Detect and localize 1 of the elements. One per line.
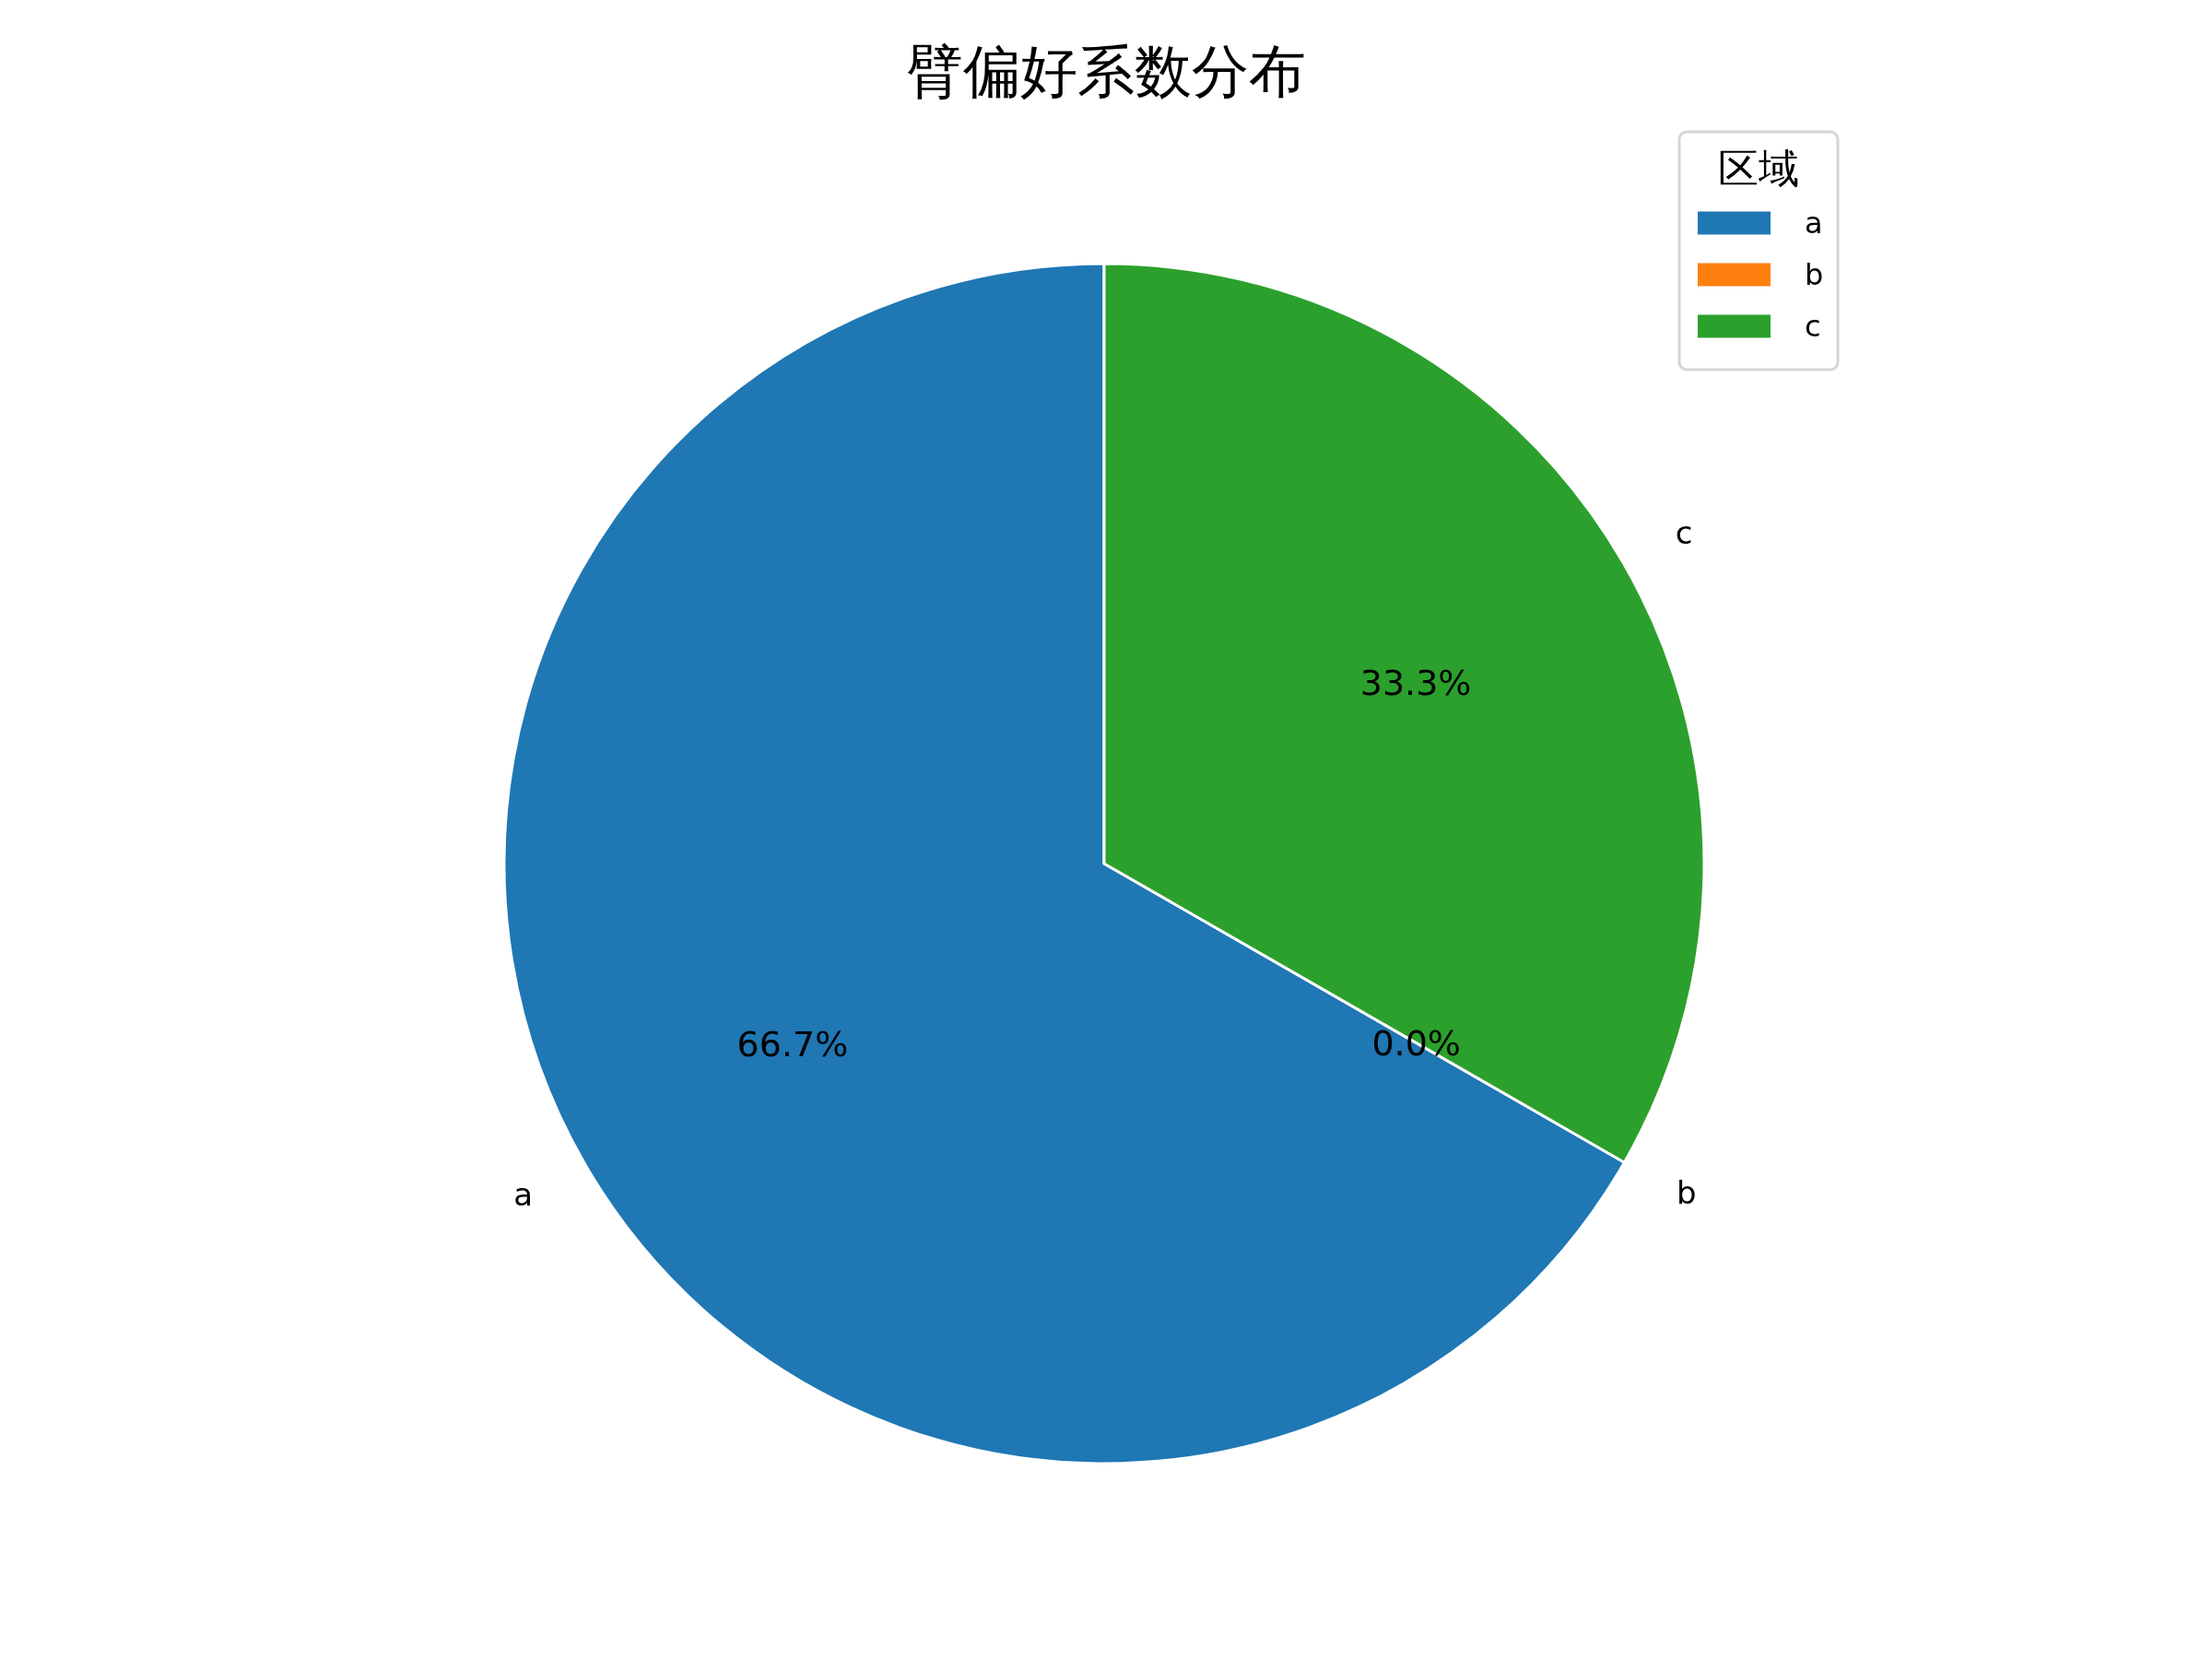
title: 臂偏好系数分布 [906,37,1306,105]
